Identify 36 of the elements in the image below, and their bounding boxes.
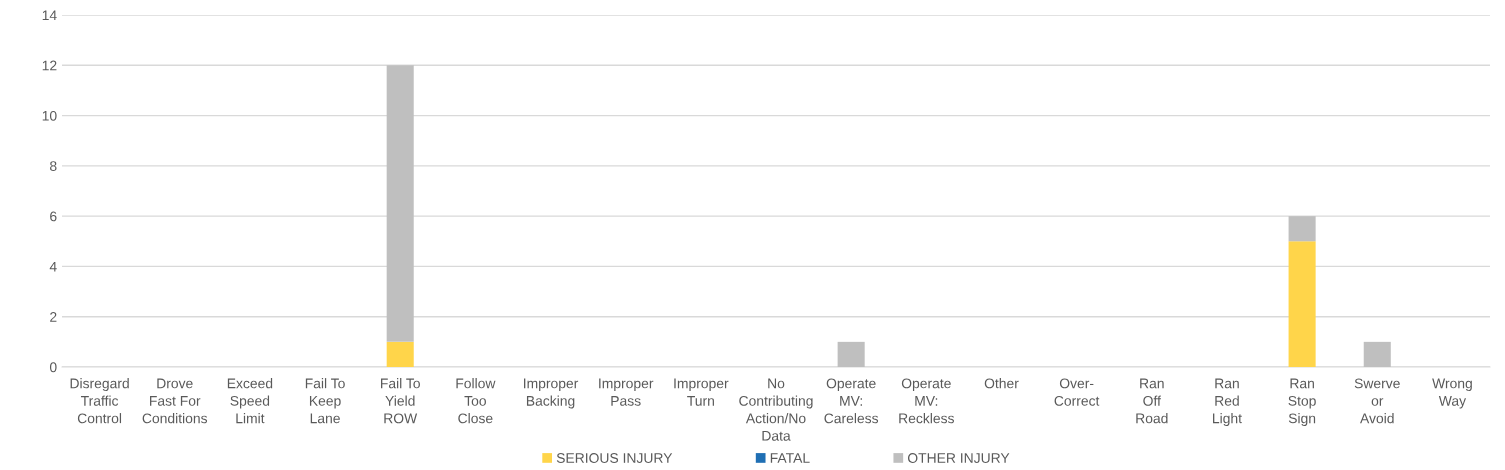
bar — [386, 65, 414, 342]
bar — [837, 341, 865, 367]
y-tick-label: 14 — [42, 10, 57, 21]
y-tick-label: 2 — [50, 312, 57, 322]
x-tick-label: Exceed Speed Limit — [227, 378, 273, 424]
y-tick-label: 4 — [49, 261, 57, 272]
x-tick-label: Drove Fast For Conditions — [142, 378, 208, 424]
x-tick-label: Other — [984, 378, 1019, 389]
x-tick-label: Improper Backing — [524, 378, 579, 409]
x-tick-label: Ran Stop Sign — [1288, 378, 1316, 427]
bar — [386, 341, 414, 367]
x-tick-label: Follow Too Close — [456, 378, 496, 424]
y-tick-label: 0 — [49, 362, 57, 373]
x-tick-label: Over- Correct — [1054, 378, 1100, 406]
x-tick-label: Swerve or Avoid — [1354, 378, 1400, 424]
x-tick-label: Improper Pass — [599, 378, 654, 406]
legend-label: SERIOUS INJURY — [556, 453, 673, 463]
x-tick-label: Ran Off Road — [1136, 378, 1168, 424]
y-tick-label: 8 — [50, 161, 57, 172]
y-tick-label: 10 — [42, 110, 57, 121]
x-tick-label: Wrong Way — [1432, 378, 1472, 409]
x-tick-label: Fail To Yield ROW — [381, 378, 420, 424]
legend-label: FATAL — [770, 453, 810, 463]
x-tick-label: Ran Red Light — [1213, 378, 1242, 427]
x-tick-label: No Contributing Action/No Data — [739, 378, 813, 441]
bar — [1363, 341, 1391, 367]
bar — [1288, 216, 1316, 242]
legend-label: OTHER INJURY — [907, 453, 1010, 463]
x-tick-label: Operate MV: Reckless — [899, 378, 954, 424]
y-tick-label: 6 — [50, 211, 57, 222]
x-tick-label: Fail To Keep Lane — [305, 378, 345, 424]
x-tick-label: Disregard Traffic Control — [70, 378, 129, 424]
y-tick-label: 12 — [42, 60, 57, 71]
bar — [1288, 241, 1316, 367]
x-tick-label: Improper Turn — [674, 378, 729, 406]
x-tick-label: Operate MV: Careless — [824, 378, 879, 424]
